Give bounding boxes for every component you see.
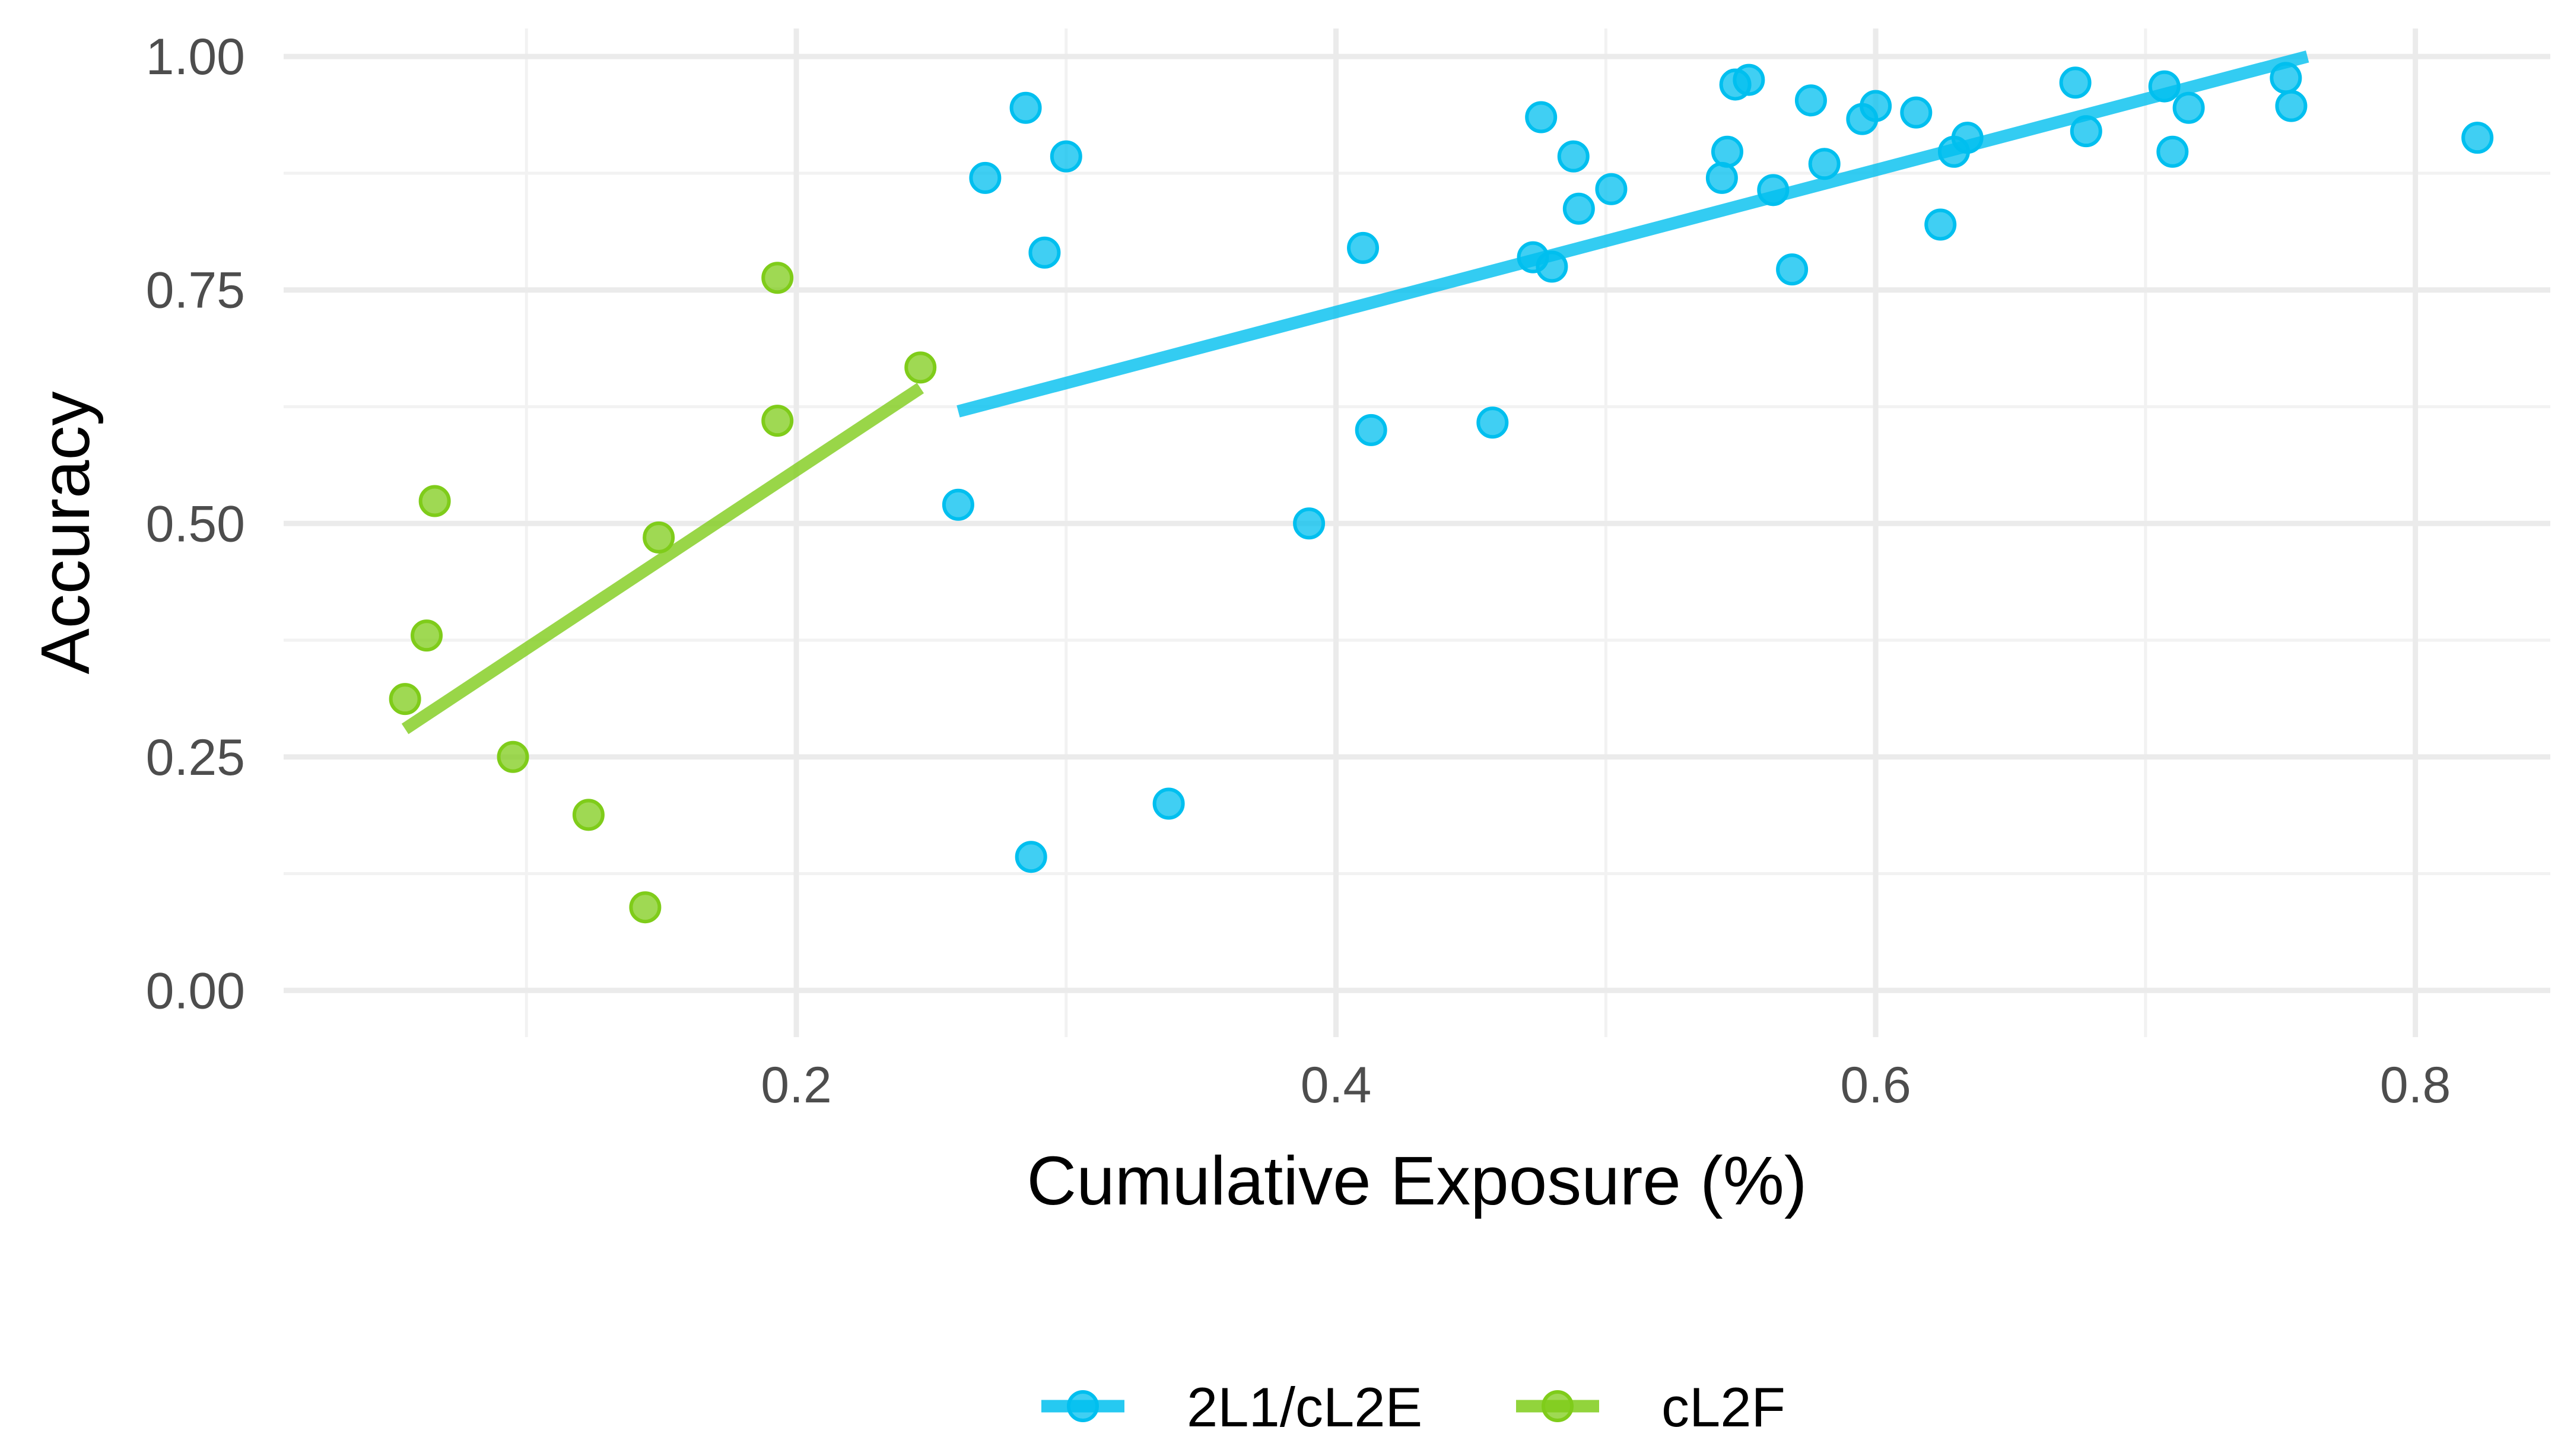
data-point-2l1-cl2e (1711, 135, 1743, 168)
data-point-2l1-cl2e (1924, 208, 1957, 241)
y-tick-label: 0.75 (146, 262, 245, 319)
legend-key-point (1542, 1390, 1574, 1422)
data-point-2l1-cl2e (1525, 101, 1558, 133)
y-tick-labels: 0.00 0.25 0.50 0.75 1.00 (146, 28, 245, 1019)
data-point-2l1-cl2e (1951, 122, 1984, 154)
data-point-2l1-cl2e (1009, 91, 1042, 124)
data-point-2l1-cl2e (1860, 90, 1892, 122)
data-point-2l1-cl2e (2172, 91, 2205, 124)
data-point-2l1-cl2e (1794, 84, 1827, 117)
data-point-2l1-cl2e (1347, 231, 1380, 264)
data-point-2l1-cl2e (1705, 161, 1738, 194)
data-point-cl2f (411, 619, 443, 652)
x-tick-label: 0.6 (1840, 1057, 1911, 1114)
data-point-2l1-cl2e (2059, 66, 2092, 99)
data-point-cl2f (497, 740, 529, 773)
data-point-2l1-cl2e (1562, 192, 1595, 225)
data-point-2l1-cl2e (1757, 174, 1790, 206)
y-tick-label: 1.00 (146, 28, 245, 85)
data-point-2l1-cl2e (1808, 148, 1841, 180)
x-tick-labels: 0.2 0.4 0.6 0.8 (761, 1057, 2451, 1114)
data-point-2l1-cl2e (1595, 173, 1628, 205)
data-point-cl2f (629, 891, 662, 924)
data-point-2l1-cl2e (2070, 115, 2102, 148)
data-point-2l1-cl2e (1293, 507, 1326, 540)
legend: 2L1/cL2E cL2F (1041, 1376, 1785, 1438)
data-point-2l1-cl2e (2148, 70, 2181, 103)
data-points (389, 62, 2494, 924)
data-point-2l1-cl2e (1776, 253, 1809, 286)
data-point-2l1-cl2e (1536, 250, 1568, 283)
data-point-2l1-cl2e (1015, 841, 1047, 873)
data-point-2l1-cl2e (1028, 236, 1061, 269)
data-point-2l1-cl2e (1355, 414, 1387, 446)
y-axis-title: Accuracy (27, 391, 104, 674)
fit-line-cl2f (401, 383, 924, 735)
data-point-cl2f (389, 683, 421, 716)
data-point-2l1-cl2e (2461, 122, 2494, 154)
major-gridlines (284, 28, 2550, 1037)
data-point-2l1-cl2e (969, 161, 1002, 194)
x-tick-label: 0.8 (2380, 1057, 2451, 1114)
data-point-cl2f (904, 351, 937, 384)
data-point-2l1-cl2e (2156, 135, 2189, 168)
data-point-cl2f (643, 521, 675, 554)
data-point-2l1-cl2e (1900, 96, 1933, 129)
y-tick-label: 0.00 (146, 962, 245, 1019)
x-tick-label: 0.2 (761, 1057, 832, 1114)
data-point-2l1-cl2e (942, 488, 974, 521)
data-point-cl2f (761, 405, 794, 437)
x-axis-title: Cumulative Exposure (%) (1027, 1142, 1807, 1219)
legend-key-point (1067, 1390, 1099, 1422)
legend-label-2l1-cl2e: 2L1/cL2E (1187, 1376, 1422, 1438)
data-point-cl2f (418, 485, 451, 517)
data-point-2l1-cl2e (1152, 787, 1185, 820)
data-point-2l1-cl2e (1476, 406, 1509, 439)
data-point-2l1-cl2e (1733, 63, 1765, 96)
data-point-cl2f (761, 262, 794, 294)
x-tick-label: 0.4 (1301, 1057, 1372, 1114)
data-point-cl2f (572, 799, 605, 831)
data-point-2l1-cl2e (2270, 62, 2302, 94)
data-point-2l1-cl2e (2275, 90, 2308, 122)
data-point-2l1-cl2e (1557, 140, 1590, 173)
data-point-2l1-cl2e (1050, 140, 1082, 173)
y-tick-label: 0.50 (146, 495, 245, 552)
y-tick-label: 0.25 (146, 729, 245, 786)
legend-label-cl2f: cL2F (1661, 1376, 1785, 1438)
